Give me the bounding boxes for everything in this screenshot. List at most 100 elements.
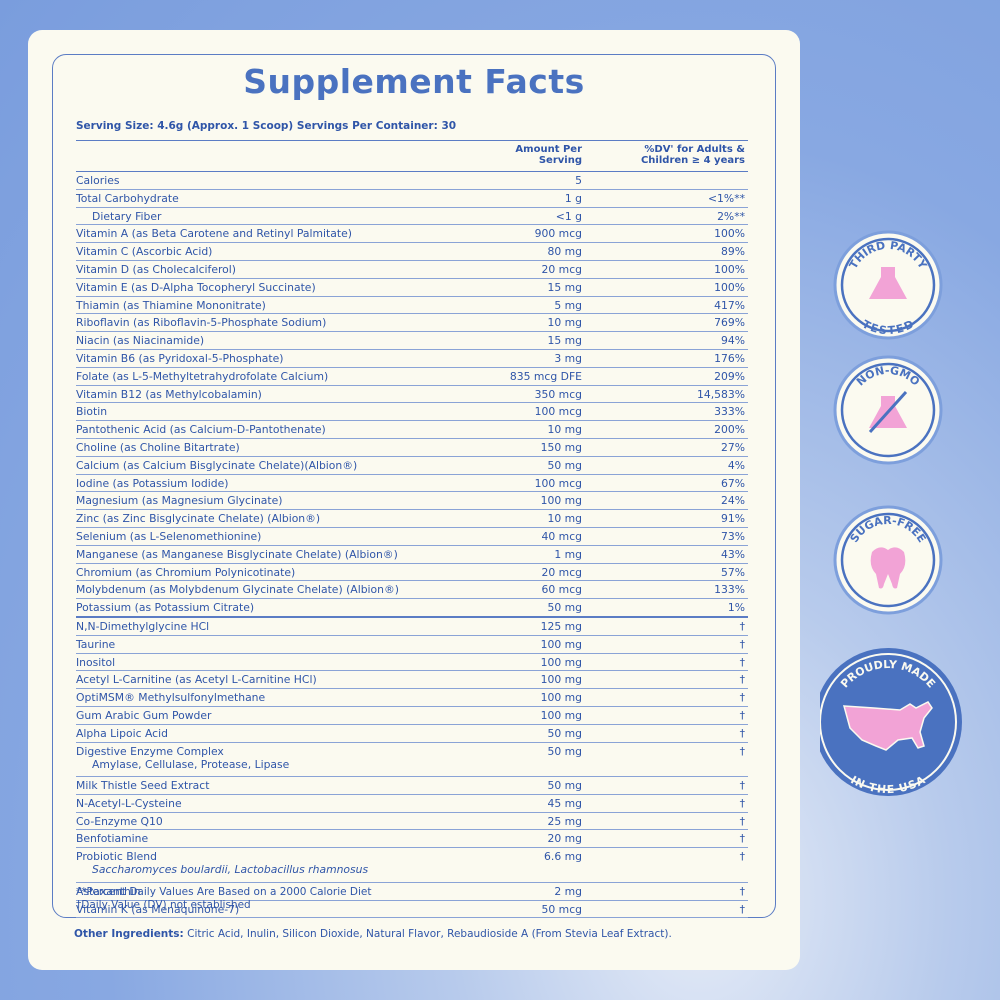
nutrient-name: Calcium (as Calcium Bisglycinate Chelate… (76, 458, 358, 472)
amount: 10 mg (547, 423, 582, 437)
facts-card: Supplement Facts Serving Size: 4.6g (App… (28, 30, 800, 970)
daily-value: † (739, 744, 745, 758)
amount: 15 mg (547, 280, 582, 294)
daily-value: 24% (721, 494, 745, 508)
amount: 80 mg (547, 245, 582, 259)
table-row: Alpha Lipoic Acid 50 mg † (76, 725, 748, 743)
other-ingredients: Other Ingredients: Citric Acid, Inulin, … (74, 928, 672, 940)
daily-value: 67% (721, 476, 745, 490)
nutrient-name: Probiotic Blend (76, 850, 157, 864)
amount: 5 mg (554, 298, 582, 312)
nutrient-name: Alpha Lipoic Acid (76, 726, 168, 740)
daily-value: 176% (714, 351, 745, 365)
table-row: Astaxanthin 2 mg † (76, 883, 748, 901)
amount: 50 mg (547, 744, 582, 758)
table-row: Vitamin A (as Beta Carotene and Retinyl … (76, 225, 748, 244)
daily-value: 1% (727, 601, 745, 615)
table-row: Calcium (as Calcium Bisglycinate Chelate… (76, 457, 748, 475)
table-row: Vitamin B6 (as Pyridoxal-5-Phosphate) 3 m… (76, 350, 748, 368)
table-row: Choline (as Choline Bitartrate) 150 mg 27% (76, 439, 748, 457)
amount: 20 mg (547, 832, 582, 846)
table-row: Probiotic Blend Saccharomyces boulardii, … (76, 848, 748, 883)
daily-value: 200% (714, 423, 745, 437)
daily-value: † (739, 902, 745, 916)
nutrient-name: N,N-Dimethylglycine HCl (76, 619, 210, 633)
table-row: OptiMSM® Methylsulfonylmethane 100 mg † (76, 689, 748, 707)
components: Amylase, Cellulase, Protease, Lipase (92, 757, 290, 771)
nutrient-name: Niacin (as Niacinamide) (76, 334, 205, 348)
footnotes: **Percent Daily Values Are Based on a 20… (76, 886, 372, 912)
nutrient-name: Vitamin C (Ascorbic Acid) (76, 245, 213, 259)
daily-value: † (739, 673, 745, 687)
amount: 100 mg (540, 494, 582, 508)
table-row: Manganese (as Manganese Bisglycinate Che… (76, 546, 748, 564)
amount: 25 mg (547, 814, 582, 828)
daily-value: † (739, 814, 745, 828)
daily-value: † (739, 708, 745, 722)
daily-value: 100% (714, 280, 745, 294)
strains: Saccharomyces boulardii, Lactobacillus r… (92, 863, 369, 877)
amount: 6.6 mg (544, 850, 582, 864)
table-row: Magnesium (as Magnesium Glycinate) 100 mg… (76, 492, 748, 511)
amount: 100 mcg (534, 476, 582, 490)
nutrient-name: Vitamin B12 (as Methylcobalamin) (76, 387, 262, 401)
amount: 50 mcg (541, 902, 582, 916)
table-row: Zinc (as Zinc Bisglycinate Chelate) (Alb… (76, 510, 748, 528)
nutrient-name: Riboflavin (as Riboflavin-5-Phosphate So… (76, 316, 327, 330)
amount: 40 mcg (541, 529, 582, 543)
amount: 1 mg (554, 547, 582, 561)
nutrient-name: Calories (76, 174, 120, 187)
table-row: N,N-Dimethylglycine HCl 125 mg † (76, 618, 748, 636)
table-row: Vitamin E (as D-Alpha Tocopheryl Succina… (76, 279, 748, 297)
amount: 350 mcg (534, 387, 582, 401)
daily-value: 100% (714, 227, 745, 241)
nutrient-name: Digestive Enzyme Complex (76, 744, 224, 758)
nutrient-name: Astaxanthin (76, 884, 141, 898)
table-row: Co-Enzyme Q10 25 mg † (76, 813, 748, 831)
daily-value: 333% (714, 405, 745, 419)
nutrient-name: Chromium (as Chromium Polynicotinate) (76, 565, 296, 579)
amount: 20 mcg (541, 565, 582, 579)
table-row: Biotin 100 mcg 333% (76, 403, 748, 422)
amount: 100 mcg (534, 405, 582, 419)
daily-value: † (739, 655, 745, 669)
serving: Serving Size: 4.6g (Approx. 1 Scoop) Ser… (76, 120, 457, 132)
daily-value: 133% (714, 583, 745, 597)
amount: 100 mg (540, 708, 582, 722)
amount: 100 mg (540, 637, 582, 651)
amount: 50 mg (547, 726, 582, 740)
daily-value: † (739, 832, 745, 846)
daily-value: 417% (714, 298, 745, 312)
daily-value: † (739, 726, 745, 740)
table-row: Chromium (as Chromium Polynicotinate) 20 … (76, 564, 748, 582)
nutrient-name: Inositol (76, 655, 116, 669)
daily-value: 57% (721, 565, 745, 579)
daily-value: 73% (721, 529, 745, 543)
nutrient-name: Thiamin (as Thiamine Mononitrate) (76, 298, 266, 312)
amount: 150 mg (540, 440, 582, 454)
table-row: Folate (as L-5-Methyltetrahydrofolate Ca… (76, 368, 748, 386)
nutrient-name: Biotin (76, 405, 108, 419)
footnote: **Percent Daily Values Are Based on a 20… (76, 886, 372, 898)
table-row: Selenium (as L-Selenomethionine) 40 mcg 73… (76, 528, 748, 546)
nutrient-name: Potassium (as Potassium Citrate) (76, 601, 255, 615)
amount: 20 mcg (541, 262, 582, 276)
amount: 45 mg (547, 796, 582, 810)
daily-value: 94% (721, 334, 745, 348)
column-header: %DV' for Adults & Children ≥ 4 years (640, 144, 745, 166)
nutrient-name: Dietary Fiber (92, 209, 162, 223)
badge-text: TESTED (860, 318, 916, 338)
table-row: Total Carbohydrate 1 g <1%** (76, 190, 748, 208)
amount: 50 mg (547, 779, 582, 793)
column-header: Amount Per Serving (515, 144, 582, 166)
nutrient-name: OptiMSM® Methylsulfonylmethane (76, 691, 266, 705)
daily-value: 27% (721, 440, 745, 454)
daily-value: 89% (721, 245, 745, 259)
nutrient-name: N-Acetyl-L-Cysteine (76, 796, 182, 810)
amount: 50 mg (547, 458, 582, 472)
amount: 835 mcg DFE (509, 369, 582, 383)
table-row: N-Acetyl-L-Cysteine 45 mg † (76, 795, 748, 813)
table-row: Molybdenum (as Molybdenum Glycinate Chel… (76, 581, 748, 600)
nutrient-name: Vitamin D (as Cholecalciferol) (76, 262, 237, 276)
table-row: Vitamin C (Ascorbic Acid) 80 mg 89% (76, 243, 748, 261)
